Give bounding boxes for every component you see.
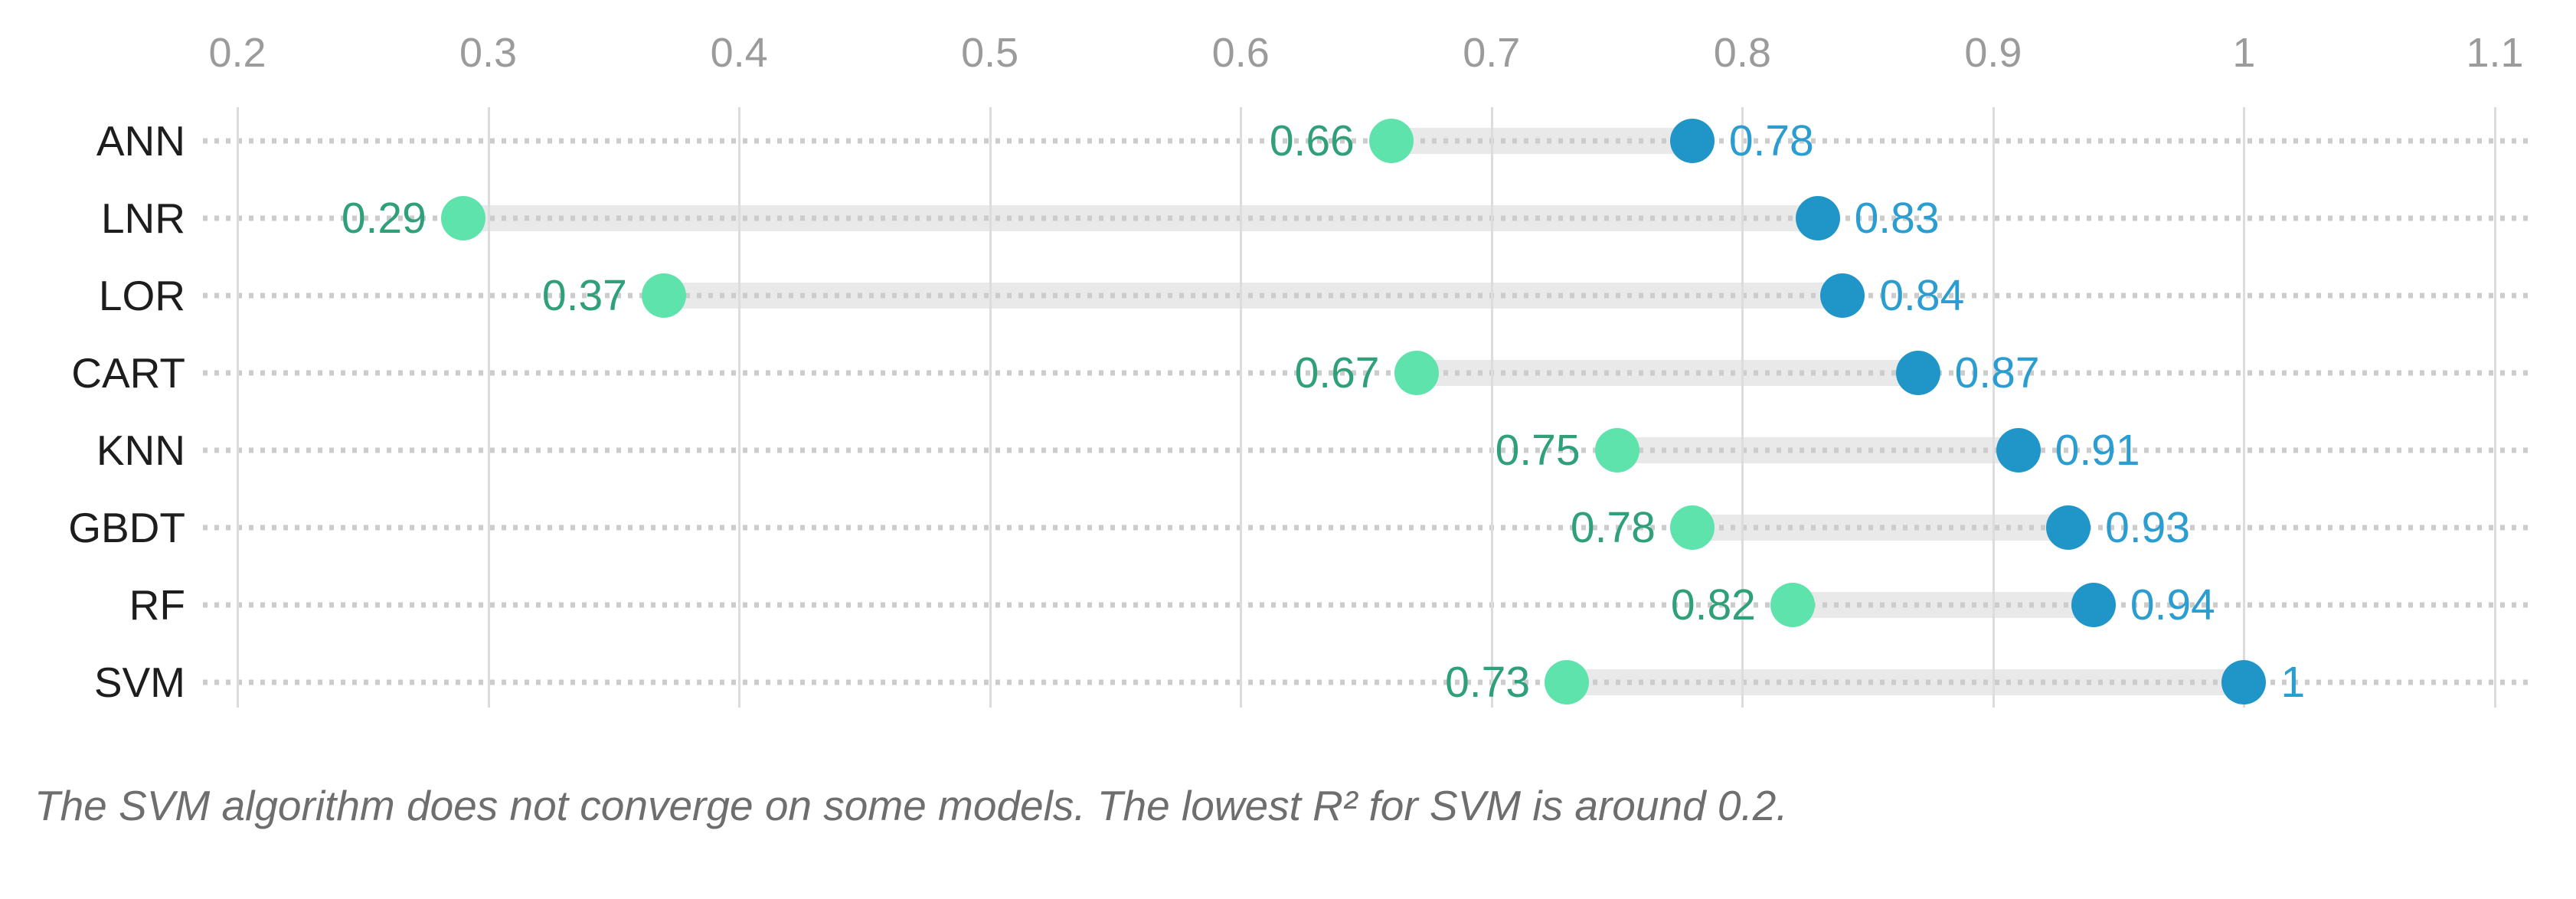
min-dot xyxy=(1594,428,1639,472)
row-dotline xyxy=(203,215,2529,221)
v-gridline xyxy=(2243,107,2246,708)
min-value-label: 0.78 xyxy=(1570,503,1656,552)
max-dot xyxy=(2071,583,2116,627)
min-value-label: 0.75 xyxy=(1495,426,1581,475)
row-dotline xyxy=(203,447,2529,453)
row-dotline xyxy=(203,138,2529,144)
max-value-label: 1 xyxy=(2280,658,2306,707)
max-value-label: 0.87 xyxy=(1954,348,2040,397)
x-axis-tick-label: 0.3 xyxy=(459,30,518,76)
v-gridline xyxy=(738,107,741,708)
max-dot xyxy=(1820,273,1865,318)
max-value-label: 0.78 xyxy=(1728,116,1814,165)
row-dotline xyxy=(203,679,2529,685)
max-dot xyxy=(1795,196,1840,240)
min-dot xyxy=(440,196,485,240)
row-label: SVM xyxy=(93,659,185,706)
v-gridline xyxy=(1992,107,1995,708)
v-gridline xyxy=(487,107,490,708)
row-dotline xyxy=(203,525,2529,531)
min-dot xyxy=(1368,119,1414,163)
max-dot xyxy=(1895,351,1940,395)
min-value-label: 0.66 xyxy=(1269,116,1355,165)
x-axis-tick-label: 0.9 xyxy=(1964,30,2022,76)
min-dot xyxy=(641,273,686,318)
min-value-label: 0.82 xyxy=(1670,580,1756,629)
row-label: GBDT xyxy=(68,504,185,551)
v-gridline xyxy=(237,107,239,708)
min-value-label: 0.29 xyxy=(341,194,427,243)
v-gridline xyxy=(1741,107,1744,708)
max-value-label: 0.83 xyxy=(1854,194,1940,243)
min-dot xyxy=(1394,351,1439,395)
max-value-label: 0.91 xyxy=(2055,426,2140,475)
max-dot xyxy=(1996,428,2041,472)
max-dot xyxy=(1669,119,1715,163)
row-label: LOR xyxy=(98,272,185,319)
v-gridline xyxy=(2494,107,2496,708)
x-axis-tick-label: 0.5 xyxy=(961,30,1019,76)
v-gridline xyxy=(1490,107,1493,708)
min-dot xyxy=(1545,660,1590,704)
min-dot xyxy=(1669,505,1715,550)
max-value-label: 0.84 xyxy=(1879,271,1965,320)
min-dot xyxy=(1770,583,1815,627)
x-axis-tick-label: 0.4 xyxy=(710,30,768,76)
max-dot xyxy=(2046,505,2091,550)
x-axis-tick-label: 1.1 xyxy=(2466,30,2524,76)
x-axis-tick-label: 1 xyxy=(2232,30,2256,76)
row-dotline xyxy=(203,602,2529,608)
row-label: RF xyxy=(129,581,185,629)
chart-caption: The SVM algorithm does not converge on s… xyxy=(34,782,1788,829)
v-gridline xyxy=(1240,107,1243,708)
max-value-label: 0.93 xyxy=(2105,503,2191,552)
min-value-label: 0.73 xyxy=(1445,658,1531,707)
row-label: CART xyxy=(71,349,185,397)
max-dot xyxy=(2221,660,2267,704)
x-axis-tick-label: 0.6 xyxy=(1211,30,1270,76)
x-axis-tick-label: 0.8 xyxy=(1713,30,1771,76)
min-value-label: 0.37 xyxy=(541,271,627,320)
row-dotline xyxy=(203,293,2529,299)
row-label: KNN xyxy=(96,427,185,474)
row-label: LNR xyxy=(100,195,185,242)
row-label: ANN xyxy=(96,117,185,165)
max-value-label: 0.94 xyxy=(2130,580,2215,629)
row-dotline xyxy=(203,370,2529,376)
x-axis-tick-label: 0.2 xyxy=(208,30,266,76)
x-axis-tick-label: 0.7 xyxy=(1463,30,1521,76)
min-value-label: 0.67 xyxy=(1294,348,1380,397)
v-gridline xyxy=(989,107,992,708)
